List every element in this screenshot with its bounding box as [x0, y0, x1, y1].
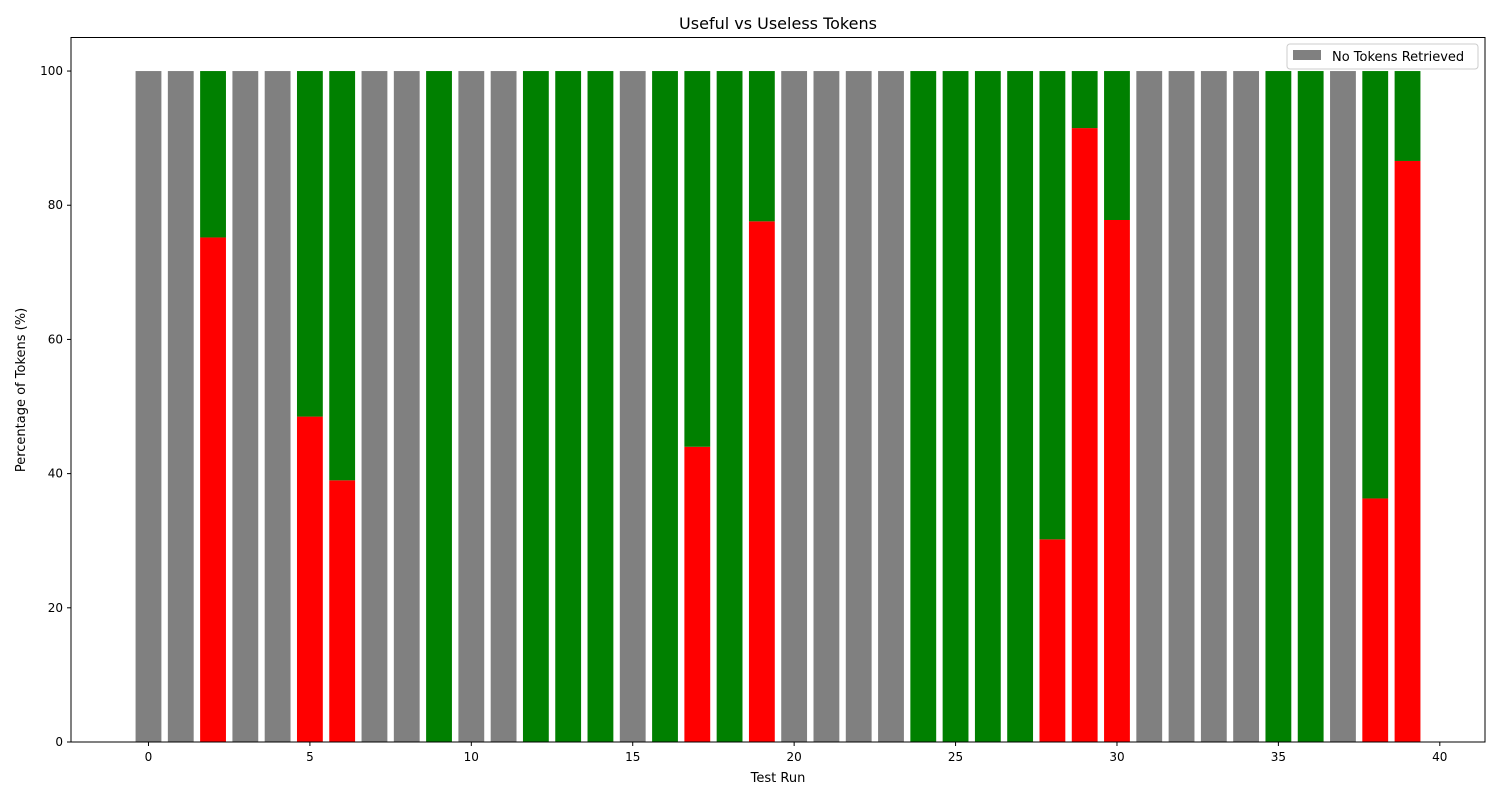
- bar-useful-run-13: [555, 71, 582, 743]
- bar-useful-run-14: [587, 71, 614, 743]
- bar-useful-run-24: [910, 71, 937, 743]
- bar-useful-run-2: [200, 71, 226, 238]
- bar-useful-run-36: [1297, 71, 1324, 743]
- chart-title: Useful vs Useless Tokens: [679, 14, 877, 33]
- bar-none-run-0: [135, 71, 162, 743]
- legend-label-no-tokens: No Tokens Retrieved: [1332, 50, 1464, 65]
- bar-useful-run-6: [329, 71, 356, 481]
- bar-useless-run-28: [1039, 539, 1066, 742]
- bar-none-run-1: [167, 71, 194, 743]
- bar-useful-run-35: [1265, 71, 1292, 743]
- x-tick-label-0: 0: [145, 750, 153, 764]
- bar-useful-run-39: [1394, 71, 1421, 161]
- bar-useful-run-18: [716, 71, 743, 743]
- bar-useless-run-6: [329, 480, 356, 742]
- bar-useless-run-39: [1394, 160, 1421, 742]
- bar-useful-run-16: [652, 71, 678, 743]
- bar-useful-run-38: [1362, 71, 1389, 499]
- y-tick-label-20: 20: [48, 601, 63, 615]
- legend-box: [1286, 43, 1479, 70]
- bar-useless-run-19: [748, 221, 775, 743]
- x-tick-label-10: 10: [464, 750, 479, 764]
- bar-useful-run-9: [426, 71, 452, 743]
- bar-useless-run-29: [1071, 128, 1098, 742]
- y-tick-label-80: 80: [48, 198, 63, 212]
- bar-none-run-37: [1330, 71, 1356, 743]
- bar-none-run-7: [361, 71, 388, 743]
- bar-none-run-32: [1168, 71, 1195, 743]
- y-axis-label: Percentage of Tokens (%): [14, 308, 29, 472]
- bar-useful-run-5: [296, 71, 323, 417]
- x-tick-label-40: 40: [1432, 750, 1447, 764]
- x-axis-label: Test Run: [750, 771, 806, 786]
- bar-useless-run-2: [200, 237, 226, 742]
- bar-none-run-8: [393, 71, 420, 743]
- bar-useful-run-28: [1039, 71, 1066, 540]
- bar-none-run-15: [619, 71, 646, 743]
- y-tick-label-0: 0: [55, 735, 63, 749]
- bar-useful-run-27: [1007, 71, 1034, 743]
- bar-useful-run-19: [748, 71, 775, 222]
- x-tick-label-5: 5: [306, 750, 314, 764]
- bar-useful-run-29: [1071, 71, 1098, 129]
- bar-none-run-21: [813, 71, 840, 743]
- bar-none-run-3: [232, 71, 259, 743]
- bar-none-run-34: [1233, 71, 1260, 743]
- bar-none-run-10: [458, 71, 485, 743]
- legend: No Tokens Retrieved: [1286, 43, 1479, 70]
- bar-none-run-20: [781, 71, 808, 743]
- bar-none-run-11: [490, 71, 517, 743]
- bar-useless-run-17: [684, 446, 711, 742]
- bar-useless-run-38: [1362, 498, 1389, 742]
- bar-none-run-22: [845, 71, 872, 743]
- x-tick-label-20: 20: [787, 750, 802, 764]
- x-tick-label-30: 30: [1109, 750, 1124, 764]
- bar-none-run-31: [1136, 71, 1163, 743]
- x-ticks: 0 5 10 15 20 25 30 35 40: [145, 742, 1447, 764]
- x-tick-label-15: 15: [625, 750, 640, 764]
- x-tick-label-35: 35: [1271, 750, 1286, 764]
- x-tick-label-25: 25: [948, 750, 963, 764]
- bar-useful-run-25: [942, 71, 969, 743]
- bar-useful-run-26: [974, 71, 1001, 743]
- y-tick-label-40: 40: [48, 467, 63, 481]
- y-tick-label-100: 100: [40, 64, 63, 78]
- plot-frame: [70, 37, 1486, 743]
- bars-group: [135, 71, 1421, 743]
- bar-useful-run-17: [684, 71, 711, 447]
- bar-none-run-23: [878, 71, 904, 743]
- bar-none-run-33: [1200, 71, 1227, 743]
- bar-useful-run-30: [1104, 71, 1130, 220]
- y-tick-label-60: 60: [48, 332, 63, 346]
- bar-none-run-4: [264, 71, 291, 743]
- bar-useless-run-5: [296, 416, 323, 742]
- y-ticks: 0 20 40 60 80 100: [40, 64, 71, 749]
- bar-useless-run-30: [1104, 220, 1130, 742]
- bar-useful-run-12: [522, 71, 549, 743]
- legend-swatch-no-tokens: [1293, 50, 1321, 60]
